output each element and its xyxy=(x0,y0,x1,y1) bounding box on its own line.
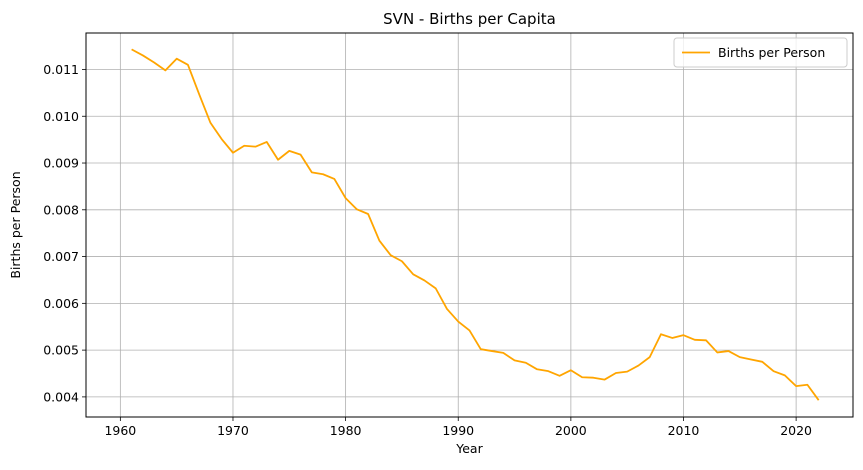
series-lines xyxy=(131,48,820,401)
x-axis-label: Year xyxy=(455,441,483,456)
legend-box xyxy=(673,37,848,68)
y-tick-label: 0.004 xyxy=(43,389,79,404)
y-tick-label: 0.009 xyxy=(43,156,79,171)
y-axis-ticks: 0.004 0.005 0.006 0.007 0.008 0.009 0.010 0.011 xyxy=(43,62,86,404)
x-axis-ticks: 1960 1970 1980 1990 2000 2010 2020 xyxy=(104,417,812,438)
grid-lines xyxy=(86,33,853,417)
legend-label: Births per Person xyxy=(718,45,825,60)
chart-title: SVN - Births per Capita xyxy=(383,10,556,28)
series-line xyxy=(131,48,820,401)
y-tick-label: 0.010 xyxy=(43,109,79,124)
x-tick-label: 1980 xyxy=(330,423,362,438)
y-axis-label: Births per Person xyxy=(8,171,23,278)
x-tick-label: 1970 xyxy=(217,423,249,438)
x-tick-label: 2000 xyxy=(555,423,587,438)
y-tick-label: 0.006 xyxy=(43,296,79,311)
x-tick-label: 2020 xyxy=(780,423,812,438)
legend: Births per Person xyxy=(673,37,848,68)
y-tick-label: 0.008 xyxy=(43,202,79,217)
y-tick-label: 0.007 xyxy=(43,249,79,264)
y-tick-label: 0.005 xyxy=(43,343,79,358)
x-tick-label: 1990 xyxy=(442,423,474,438)
y-tick-label: 0.011 xyxy=(43,62,79,77)
plot-frame xyxy=(85,32,854,418)
x-tick-label: 1960 xyxy=(104,423,136,438)
x-tick-label: 2010 xyxy=(668,423,700,438)
